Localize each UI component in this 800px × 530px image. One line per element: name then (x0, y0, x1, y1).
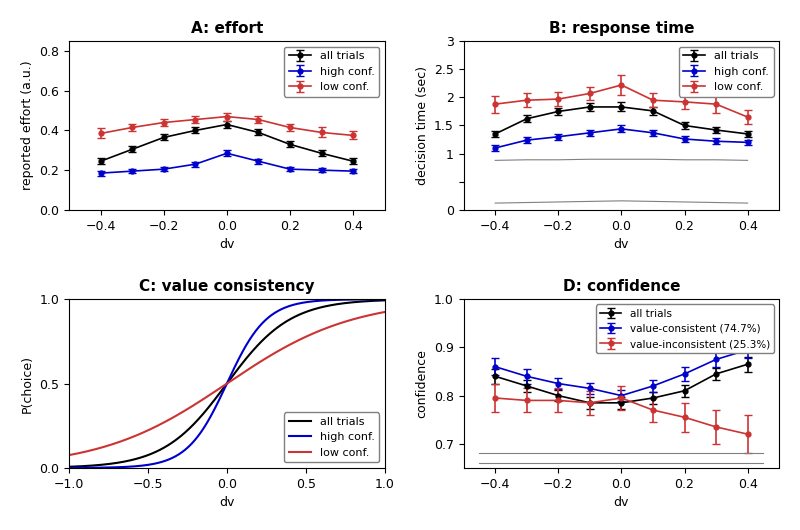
Y-axis label: decision time (sec): decision time (sec) (415, 66, 429, 185)
low conf. (66, 452, 75, 458)
low conf. (251, 361, 261, 368)
all trials (66, 464, 75, 470)
low conf. (350, 315, 360, 322)
all trials (252, 343, 262, 349)
high conf. (350, 296, 360, 303)
all trials (380, 297, 390, 304)
all trials (258, 338, 267, 344)
high conf. (252, 326, 262, 332)
Line: low conf.: low conf. (69, 312, 385, 455)
all trials (330, 302, 340, 308)
X-axis label: dv: dv (219, 238, 234, 251)
Y-axis label: confidence: confidence (415, 349, 428, 418)
Title: C: value consistency: C: value consistency (139, 279, 314, 294)
low conf. (252, 360, 262, 367)
Y-axis label: reported effort (a.u.): reported effort (a.u.) (21, 61, 34, 190)
high conf. (66, 465, 75, 471)
X-axis label: dv: dv (219, 496, 234, 509)
all trials (350, 299, 360, 305)
Title: D: confidence: D: confidence (562, 279, 680, 294)
low conf. (330, 322, 340, 328)
Legend: all trials, value-consistent (74.7%), value-inconsistent (25.3%): all trials, value-consistent (74.7%), va… (596, 304, 774, 353)
X-axis label: dv: dv (614, 496, 629, 509)
all trials (64, 464, 74, 470)
high conf. (380, 296, 390, 303)
Title: B: response time: B: response time (549, 21, 694, 36)
high conf. (258, 320, 267, 326)
high conf. (330, 297, 340, 303)
Legend: all trials, high conf., low conf.: all trials, high conf., low conf. (678, 47, 774, 96)
high conf. (251, 328, 261, 334)
all trials (251, 344, 261, 350)
low conf. (380, 309, 390, 315)
high conf. (64, 465, 74, 471)
Y-axis label: P(choice): P(choice) (21, 355, 34, 412)
Title: A: effort: A: effort (190, 21, 263, 36)
Line: all trials: all trials (69, 301, 385, 467)
Line: high conf.: high conf. (69, 299, 385, 468)
X-axis label: dv: dv (614, 238, 629, 251)
Legend: all trials, high conf., low conf.: all trials, high conf., low conf. (284, 412, 379, 462)
low conf. (258, 357, 267, 364)
low conf. (64, 452, 74, 458)
Legend: all trials, high conf., low conf.: all trials, high conf., low conf. (284, 47, 379, 96)
